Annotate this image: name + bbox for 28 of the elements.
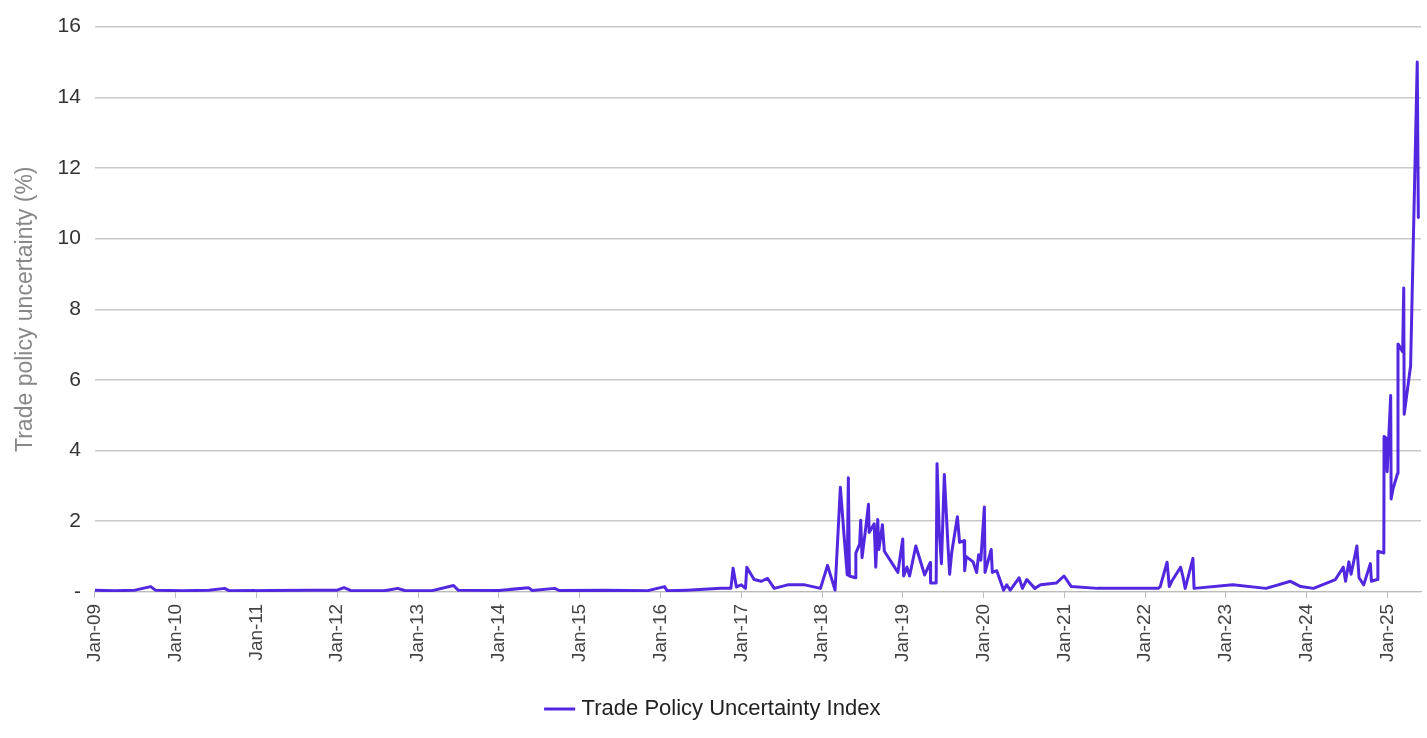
x-tick-label: Jan-23 — [1214, 603, 1236, 663]
x-tick-label: Jan-10 — [163, 603, 185, 663]
legend-label: Trade Policy Uncertainty Index — [581, 695, 881, 721]
y-tick-label: 14 — [57, 84, 82, 108]
y-tick-label: 8 — [69, 296, 81, 320]
y-tick-label: 10 — [57, 225, 81, 249]
x-tick-label: Jan-14 — [487, 603, 509, 663]
x-tick-label: Jan-22 — [1133, 603, 1155, 663]
x-tick-label: Jan-12 — [325, 603, 347, 663]
y-tick-label: - — [73, 578, 81, 602]
x-tick-label: Jan-24 — [1294, 603, 1316, 663]
x-tick-label: Jan-20 — [971, 603, 993, 663]
x-tick-label: Jan-09 — [83, 603, 105, 663]
x-tick-label: Jan-18 — [810, 603, 832, 663]
y-tick-label: 16 — [57, 13, 81, 37]
x-tick-label: Jan-19 — [890, 603, 912, 663]
y-axis-title: Trade policy uncertainty (%) — [11, 166, 38, 452]
x-tick-label: Jan-17 — [729, 603, 751, 663]
x-tick-label: Jan-25 — [1375, 603, 1397, 663]
y-tick-label: 6 — [69, 366, 81, 390]
y-tick-label: 2 — [69, 508, 81, 532]
x-tick-label: Jan-21 — [1052, 603, 1074, 663]
y-tick-label: 4 — [69, 437, 82, 461]
x-tick-label: Jan-11 — [244, 603, 266, 661]
y-tick-label: 12 — [57, 154, 81, 178]
x-tick-label: Jan-15 — [567, 603, 589, 663]
x-tick-label: Jan-16 — [648, 603, 670, 663]
x-tick-label: Jan-13 — [406, 603, 428, 663]
